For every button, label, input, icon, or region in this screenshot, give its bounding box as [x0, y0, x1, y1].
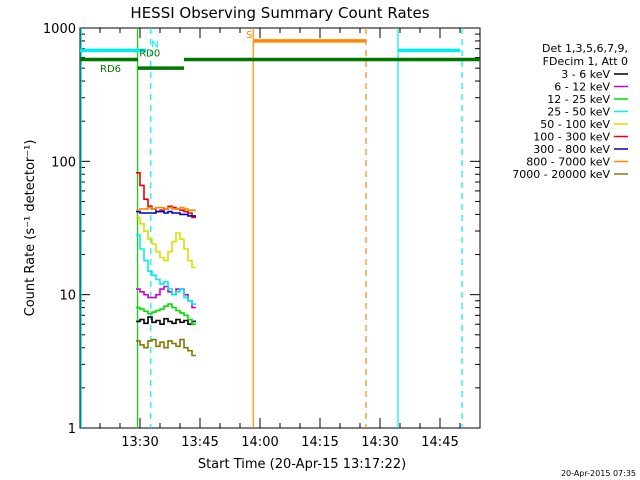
x-tick-label: 14:30 — [361, 435, 398, 450]
x-tick-label: 14:00 — [241, 435, 278, 450]
legend: Det 1,3,5,6,7,9,FDecim 1, Att 03 - 6 keV… — [512, 42, 628, 181]
y-tick-label: 10 — [59, 289, 76, 304]
status-bar-label: RD6 — [100, 64, 121, 75]
plot-area: 1 10 100 1000 13:30 13:45 14:00 14:15 14:30 14:45… — [43, 22, 481, 450]
series-line — [136, 172, 196, 219]
legend-entry-label: 100 - 300 keV — [533, 131, 610, 144]
legend-entry-label: 3 - 6 keV — [561, 68, 610, 81]
series-line — [136, 234, 196, 305]
plot-frame — [79, 27, 481, 429]
y-tick-label: 100 — [51, 155, 76, 170]
series-line — [136, 206, 196, 211]
legend-entry-label: 12 - 25 keV — [547, 93, 610, 106]
x-tick-label: 13:45 — [181, 435, 218, 450]
x-axis-label: Start Time (20-Apr-15 13:17:22) — [198, 457, 406, 472]
series-line — [136, 303, 196, 325]
y-tick-label: 1000 — [43, 22, 76, 37]
legend-header: FDecim 1, Att 0 — [543, 55, 628, 68]
legend-entry-label: 25 - 50 keV — [547, 106, 610, 119]
footer-timestamp: 20-Apr-2015 07:35 — [561, 469, 636, 478]
legend-entry-label: 300 - 800 keV — [533, 143, 610, 156]
series-line — [136, 285, 196, 309]
series-line — [136, 210, 196, 217]
legend-entry-label: 800 - 7000 keV — [526, 156, 610, 169]
x-tick-label: 14:45 — [421, 435, 458, 450]
status-bar-label: S — [246, 30, 252, 41]
series-line — [136, 316, 196, 325]
legend-header: Det 1,3,5,6,7,9, — [542, 42, 628, 55]
status-bar-label: RD0 — [139, 49, 160, 60]
series-line — [136, 338, 196, 357]
series-line — [136, 216, 196, 269]
y-axis-label: Count Rate (s⁻¹ detector⁻¹) — [23, 140, 38, 317]
legend-entry-label: 7000 - 20000 keV — [512, 168, 610, 181]
status-bar-label: N — [151, 39, 158, 50]
x-tick-label: 14:15 — [301, 435, 338, 450]
y-tick-label: 1 — [68, 422, 76, 437]
chart-title: HESSI Observing Summary Count Rates — [130, 4, 429, 22]
legend-entry-label: 6 - 12 keV — [554, 81, 610, 94]
legend-entry-label: 50 - 100 keV — [540, 118, 610, 131]
x-tick-label: 13:30 — [121, 435, 158, 450]
